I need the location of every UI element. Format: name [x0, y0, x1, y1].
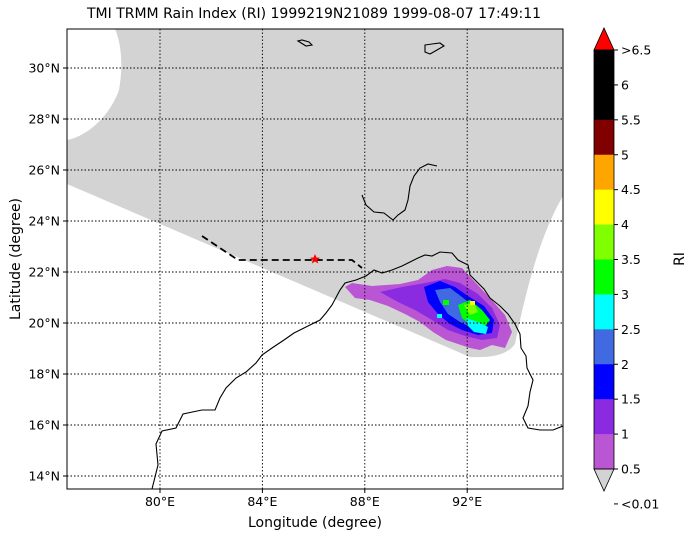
colorbar-segment	[594, 84, 614, 121]
colorbar-tick-label: 3	[621, 287, 629, 302]
y-tick-label: 28°N	[28, 112, 60, 127]
map-area	[67, 29, 563, 489]
colorbar-segment	[594, 399, 614, 435]
x-axis-label: Longitude (degree)	[247, 515, 383, 531]
storm-track	[201, 235, 363, 269]
colorbar-segment	[594, 434, 614, 470]
colorbar-segment	[594, 189, 614, 225]
colorbar-segment	[594, 119, 614, 156]
x-tick-label: 88°E	[350, 494, 380, 509]
colorbar-tick-label: 6	[621, 77, 629, 92]
colorbar-tick-label: 2.5	[621, 322, 641, 337]
map-frame	[66, 28, 564, 490]
colorbar-segment	[594, 154, 614, 191]
colorbar-tick-label: 5	[621, 147, 629, 162]
axes: 80°E 84°E 88°E 92°E 30°N 28°N 26°N 24°N 22°N 20°N…	[28, 61, 482, 510]
colorbar-extend-max	[593, 27, 615, 51]
map-title: TMI TRMM Rain Index (RI) 1999219N21089 1…	[86, 6, 542, 22]
colorbar-segment	[594, 224, 614, 260]
y-tick-label: 22°N	[28, 265, 60, 280]
y-tick-label: 24°N	[28, 214, 60, 229]
colorbar-segment	[594, 329, 614, 365]
x-tick-label: 80°E	[145, 494, 175, 509]
y-tick-label: 16°N	[28, 418, 60, 433]
colorbar-tick-label: >6.5	[621, 43, 651, 58]
y-tick-label: 30°N	[28, 61, 60, 76]
colorbar-tick-label: 1.5	[621, 392, 641, 407]
colorbar-segment	[594, 364, 614, 400]
x-tick-label: 92°E	[452, 494, 482, 509]
y-tick-label: 18°N	[28, 367, 60, 382]
colorbar-tick-label: 4	[621, 217, 629, 232]
colorbar-tick-label: <0.01	[621, 496, 659, 511]
colorbar-tick-label: 2	[621, 357, 629, 372]
colorbar-tick-label: 4.5	[621, 182, 641, 197]
colorbar-tick-label: 5.5	[621, 112, 641, 127]
colorbar-segment	[594, 259, 614, 295]
storm-marker	[310, 254, 320, 264]
y-tick-label: 20°N	[28, 316, 60, 331]
graticule	[67, 29, 563, 489]
colorbar-extend-min	[593, 468, 615, 492]
coastlines	[151, 39, 563, 489]
y-tick-label: 26°N	[28, 163, 60, 178]
colorbar: >6.5 6 5.5 5 4.5 4 3.5 3 2.5 2 1.5 1 0.5 <0.01	[593, 27, 659, 511]
y-tick-label: 14°N	[28, 469, 60, 484]
rain-region	[345, 266, 512, 350]
colorbar-segment	[594, 294, 614, 330]
colorbar-tick-label: 3.5	[621, 252, 641, 267]
colorbar-tick-label: 1	[621, 427, 629, 442]
colorbar-tick-label: 0.5	[621, 462, 641, 477]
colorbar-segment	[594, 50, 614, 86]
x-tick-label: 84°E	[247, 494, 277, 509]
